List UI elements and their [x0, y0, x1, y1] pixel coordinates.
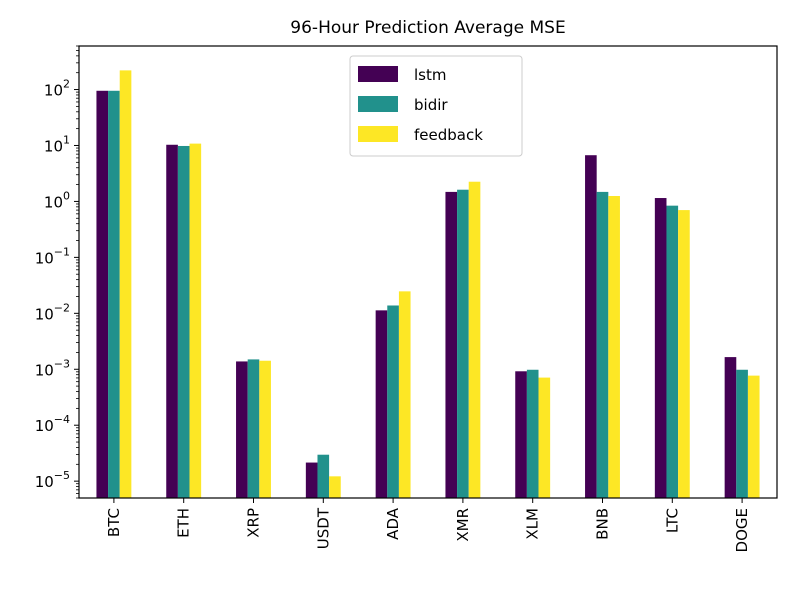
bar-bidir-xlm	[526, 369, 539, 498]
bar-feedback-ltc	[678, 210, 690, 498]
bar-lstm-xrp	[236, 361, 248, 498]
bar-feedback-doge	[747, 375, 760, 498]
x-axis-ticks: BTC ETH XRP USDT ADA XMR XLM BNB LTC DOGE	[105, 498, 751, 552]
bar-feedback-btc	[119, 70, 132, 498]
bar-lstm-ltc	[654, 198, 667, 498]
bar-bidir-eth	[177, 145, 190, 498]
bar-feedback-ada	[398, 291, 411, 498]
bar-feedback-xrp	[259, 360, 271, 498]
y-tick-label: 100	[44, 189, 70, 211]
legend-label-feedback: feedback	[414, 126, 483, 144]
y-tick-label: 10−4	[35, 413, 70, 435]
bar-lstm-usdt	[305, 462, 318, 498]
x-tick-label-xmr: XMR	[454, 508, 472, 542]
legend-swatch-lstm	[358, 66, 398, 82]
y-tick-label: 101	[44, 133, 70, 155]
x-tick-label-bnb: BNB	[594, 508, 612, 540]
bar-feedback-xlm	[538, 377, 551, 498]
y-tick-label: 10−3	[35, 357, 70, 379]
x-tick-label-xlm: XLM	[524, 508, 542, 540]
x-tick-label-btc: BTC	[105, 508, 123, 537]
x-tick-label-ada: ADA	[384, 507, 402, 540]
y-tick-label: 102	[44, 78, 70, 100]
legend-swatch-bidir	[358, 96, 398, 112]
bar-feedback-usdt	[329, 476, 341, 498]
y-tick-label: 10−5	[35, 469, 70, 491]
bar-lstm-xmr	[445, 191, 458, 498]
x-tick-label-usdt: USDT	[314, 507, 332, 549]
x-tick-label-eth: ETH	[175, 508, 193, 538]
bar-bidir-xrp	[247, 359, 260, 498]
legend-swatch-feedback	[358, 126, 398, 142]
bar-lstm-doge	[724, 357, 737, 498]
x-tick-label-xrp: XRP	[245, 508, 263, 538]
chart-title: 96-Hour Prediction Average MSE	[290, 18, 565, 38]
bar-bidir-ltc	[666, 205, 679, 498]
bar-bidir-bnb	[596, 191, 609, 498]
bar-feedback-xmr	[468, 181, 481, 498]
bar-bidir-btc	[108, 90, 120, 498]
bar-bidir-usdt	[317, 454, 330, 498]
y-tick-label: 10−1	[35, 245, 70, 267]
y-axis-ticks: 10−5 10−4 10−3 10−2 10−1 100 101 102	[35, 45, 79, 499]
legend-label-bidir: bidir	[414, 96, 448, 114]
bar-lstm-btc	[96, 90, 109, 498]
bar-lstm-ada	[375, 310, 388, 498]
bar-lstm-eth	[166, 144, 178, 498]
x-tick-label-doge: DOGE	[733, 508, 751, 552]
bar-lstm-xlm	[515, 371, 527, 498]
bar-bidir-ada	[387, 305, 399, 498]
bar-feedback-bnb	[608, 196, 620, 498]
x-tick-label-ltc: LTC	[663, 508, 681, 533]
bar-feedback-eth	[189, 143, 202, 499]
legend: lstm bidir feedback	[349, 55, 523, 157]
bars-layer	[96, 70, 760, 499]
plot-frame	[78, 45, 778, 499]
y-tick-label: 10−2	[35, 301, 70, 323]
bar-bidir-xmr	[457, 189, 469, 498]
bar-lstm-bnb	[585, 155, 597, 498]
bar-bidir-doge	[736, 369, 748, 498]
legend-label-lstm: lstm	[414, 66, 446, 84]
